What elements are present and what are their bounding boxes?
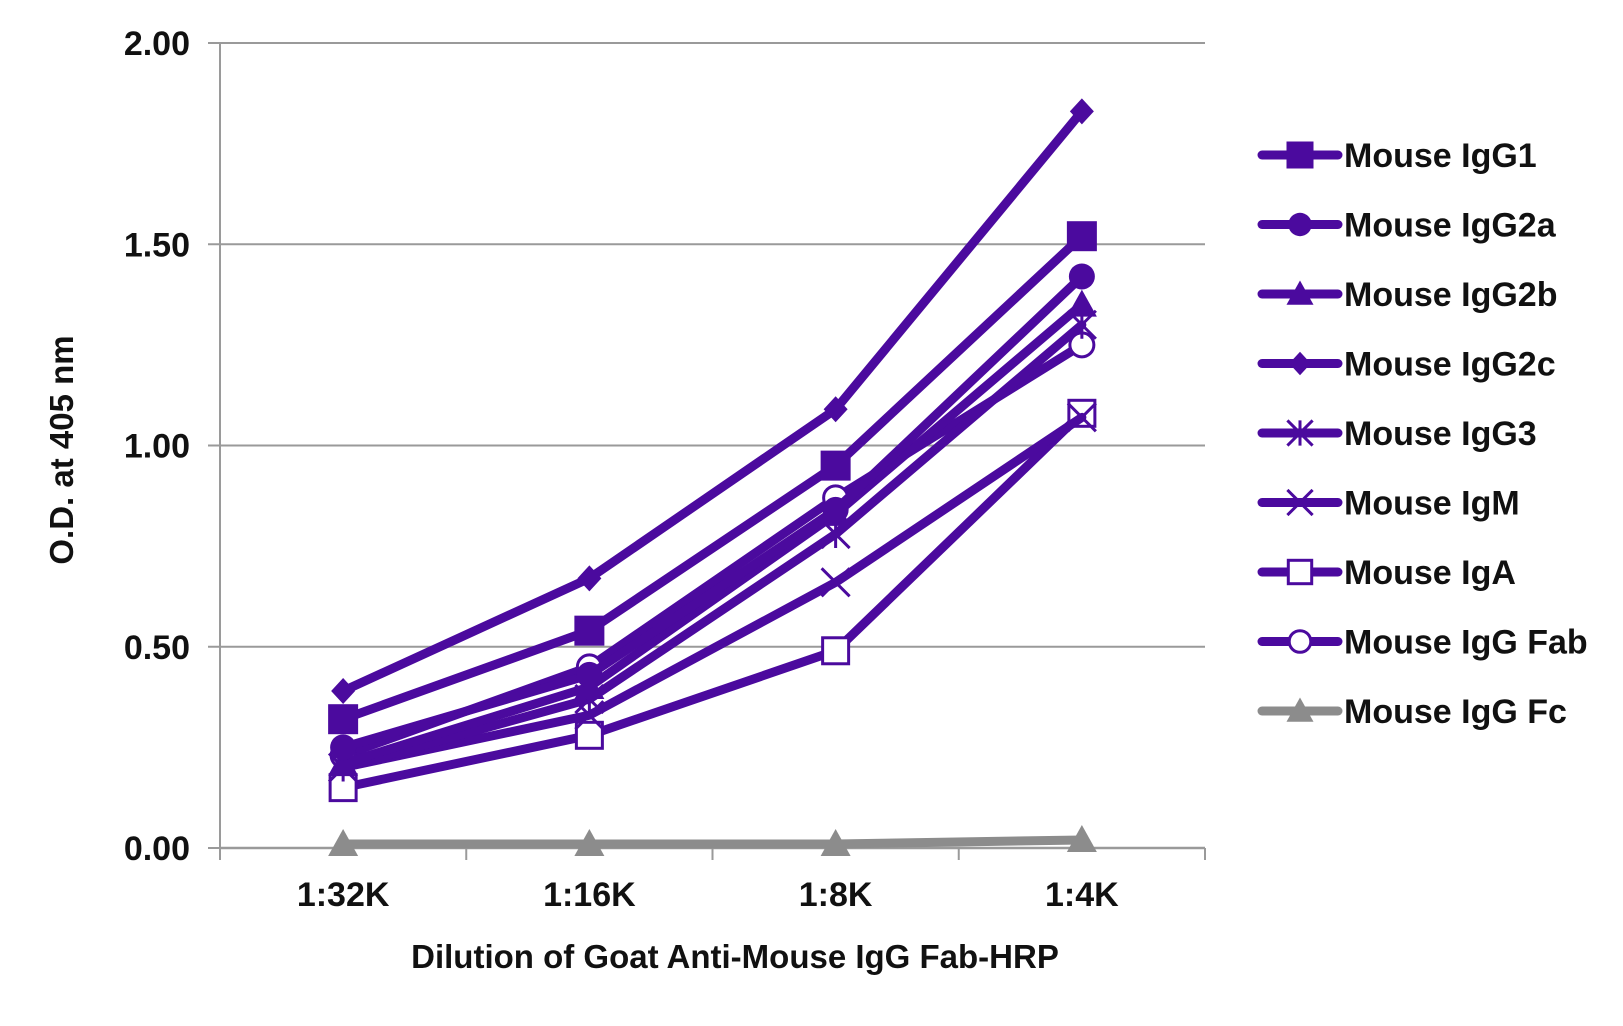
legend-marker: [1288, 212, 1312, 237]
series-mouse-igm: [328, 402, 1097, 783]
series-line: [338, 408, 1087, 793]
y-tick-label: 0.00: [124, 830, 190, 868]
data-point: [328, 748, 359, 776]
legend: Mouse IgG1 Mouse IgG2a Mouse IgG2b Mouse Ig…: [1257, 137, 1588, 731]
y-tick-label: 0.50: [124, 629, 190, 667]
axes: [208, 42, 1206, 860]
legend-marker: [1286, 697, 1314, 722]
legend-label: Mouse IgM: [1344, 485, 1520, 523]
data-point: [820, 828, 851, 856]
series-line: [338, 271, 1087, 752]
legend-item: Mouse IgG1: [1257, 137, 1537, 175]
legend-item: Mouse IgG2a: [1257, 207, 1557, 245]
series-line: [338, 412, 1087, 772]
legend-item: Mouse IgM: [1257, 485, 1520, 523]
data-point: [574, 615, 605, 646]
data-point: [822, 496, 849, 523]
data-point: [1068, 263, 1095, 290]
legend-item: Mouse IgG2c: [1257, 346, 1556, 384]
legend-label: Mouse IgG3: [1344, 415, 1537, 453]
data-point: [331, 678, 356, 705]
legend-item: Mouse IgG Fc: [1257, 693, 1567, 731]
y-tick-label: 1.50: [124, 226, 190, 264]
series-mouse-igg2c: [331, 98, 1094, 705]
legend-item: Mouse IgG2b: [1257, 276, 1557, 314]
x-tick-label: 1:32K: [297, 876, 390, 914]
data-point: [1066, 402, 1097, 433]
legend-marker: [1286, 280, 1314, 305]
data-point: [820, 567, 851, 598]
legend-label: Mouse IgG Fc: [1344, 693, 1567, 731]
x-axis-title: Dilution of Goat Anti-Mouse IgG Fab-HRP: [411, 938, 1059, 975]
series-line: [338, 106, 1087, 696]
series-mouse-igg2a: [330, 263, 1095, 761]
legend-item: Mouse IgA: [1257, 554, 1516, 592]
series-mouse-igg-fc: [328, 824, 1097, 856]
series-line: [338, 300, 1087, 768]
legend-label: Mouse IgG Fab: [1344, 624, 1588, 662]
series-mouse-igg2b: [328, 289, 1097, 776]
series-line: [338, 835, 1087, 849]
series-lines: [328, 98, 1097, 856]
data-point: [1066, 289, 1097, 317]
series-mouse-igg1: [328, 221, 1097, 735]
legend-marker: [1286, 419, 1314, 447]
series-line: [338, 231, 1087, 724]
data-point: [1066, 221, 1097, 252]
y-axis-title: O.D. at 405 nm: [43, 335, 80, 564]
legend-label: Mouse IgG2b: [1344, 276, 1557, 314]
legend-item: Mouse IgG3: [1257, 415, 1537, 453]
data-point: [821, 636, 851, 666]
y-tick-label: 2.00: [124, 25, 190, 63]
x-tick-label: 1:8K: [799, 876, 873, 914]
data-point: [574, 720, 604, 750]
data-point: [1069, 98, 1094, 125]
legend-marker: [1286, 488, 1314, 517]
x-tick-label: 1:16K: [543, 876, 636, 914]
legend-marker: [1289, 351, 1311, 376]
data-point: [823, 396, 848, 423]
legend-marker: [1286, 141, 1314, 169]
legend-label: Mouse IgA: [1344, 554, 1516, 592]
legend-marker: [1286, 558, 1314, 586]
legend-item: Mouse IgG Fab: [1257, 624, 1588, 662]
data-point: [577, 565, 602, 592]
legend-marker: [1287, 629, 1313, 654]
legend-label: Mouse IgG2a: [1344, 207, 1557, 245]
tick-labels: 0.00 0.50 1.00 1.50 2.00 1:32K 1:16K 1:8K 1:4K: [124, 25, 1119, 914]
series-line: [338, 320, 1087, 772]
x-tick-label: 1:4K: [1045, 876, 1119, 914]
legend-label: Mouse IgG2c: [1344, 346, 1556, 384]
data-point: [576, 661, 603, 688]
data-point: [574, 828, 605, 856]
data-point: [330, 734, 357, 761]
data-point: [328, 704, 359, 735]
data-point: [820, 450, 851, 481]
y-tick-label: 1.00: [124, 428, 190, 466]
data-point: [328, 828, 359, 856]
data-point: [1066, 824, 1097, 852]
legend-label: Mouse IgG1: [1344, 137, 1537, 175]
